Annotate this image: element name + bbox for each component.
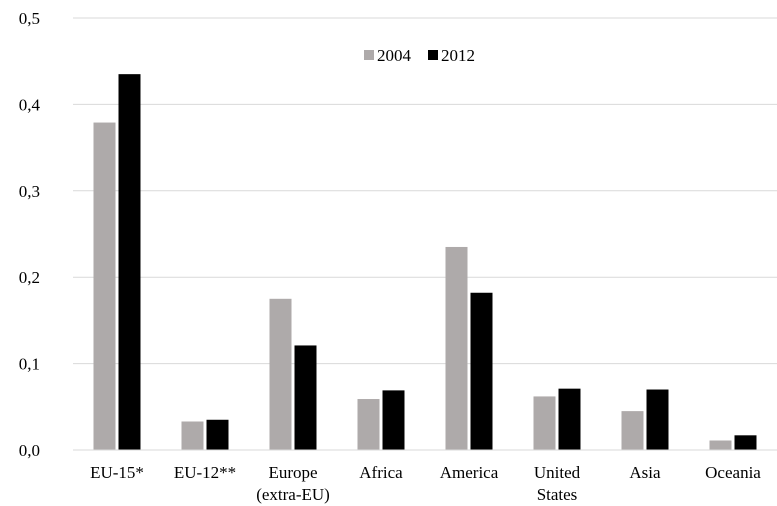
bar-2012 bbox=[558, 388, 581, 450]
bar-2004 bbox=[709, 440, 732, 450]
x-tick-label: Asia bbox=[629, 463, 661, 482]
bar-2004 bbox=[533, 396, 556, 450]
x-axis: EU-15* EU-12** Europe (extra-EU) Africa Ameri… bbox=[90, 463, 761, 504]
y-axis: 0,0 0,1 0,2 0,3 0,4 0,5 bbox=[19, 9, 41, 460]
x-tick-label: Oceania bbox=[705, 463, 761, 482]
bar-2012 bbox=[646, 389, 669, 450]
x-tick-label: EU-12** bbox=[174, 463, 236, 482]
bar-2004 bbox=[357, 399, 380, 450]
bar-2012 bbox=[470, 292, 493, 450]
bar-2004 bbox=[269, 298, 292, 450]
legend-swatch-2004 bbox=[364, 50, 374, 60]
legend: 2004 2012 bbox=[364, 46, 475, 65]
bar-2004 bbox=[181, 421, 204, 450]
bars bbox=[93, 74, 757, 450]
bar-2004 bbox=[93, 122, 116, 450]
x-tick-label: America bbox=[440, 463, 499, 482]
y-tick-label: 0,5 bbox=[19, 9, 40, 28]
y-tick-label: 0,1 bbox=[19, 355, 40, 374]
gridlines bbox=[73, 17, 777, 365]
bar-2012 bbox=[118, 74, 141, 450]
x-tick-label: EU-15* bbox=[90, 463, 144, 482]
bar-2012 bbox=[294, 345, 317, 450]
x-tick-label: Europe bbox=[268, 463, 317, 482]
bar-2004 bbox=[621, 411, 644, 450]
y-tick-label: 0,2 bbox=[19, 268, 40, 287]
bar-2012 bbox=[206, 419, 229, 450]
x-tick-label: (extra-EU) bbox=[256, 485, 330, 504]
legend-label-2012: 2012 bbox=[441, 46, 475, 65]
x-tick-label: United bbox=[534, 463, 581, 482]
legend-swatch-2012 bbox=[428, 50, 438, 60]
y-tick-label: 0,3 bbox=[19, 182, 40, 201]
legend-label-2004: 2004 bbox=[377, 46, 412, 65]
y-tick-label: 0,4 bbox=[19, 95, 41, 114]
bar-2012 bbox=[734, 435, 757, 450]
bar-2004 bbox=[445, 246, 468, 450]
bar-2012 bbox=[382, 390, 405, 450]
y-tick-label: 0,0 bbox=[19, 441, 40, 460]
x-tick-label: States bbox=[537, 485, 578, 504]
x-tick-label: Africa bbox=[359, 463, 403, 482]
